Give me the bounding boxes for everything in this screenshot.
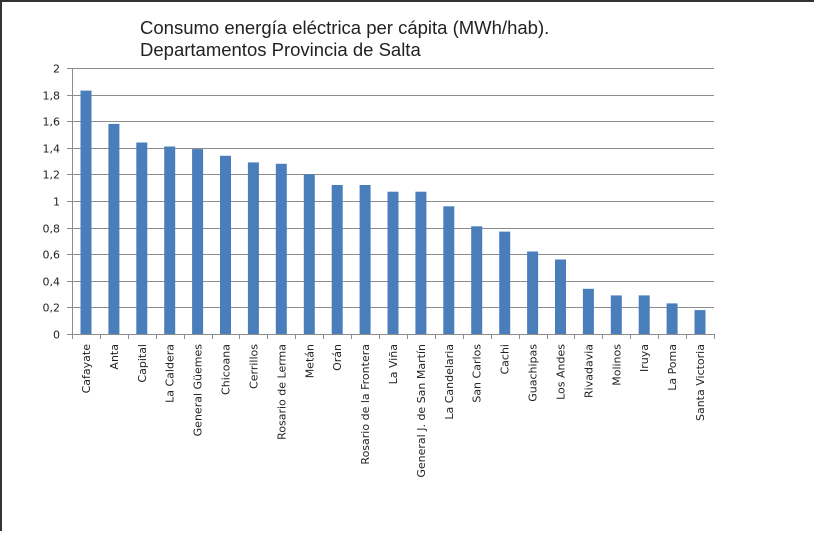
y-tick-label: 1,4 xyxy=(43,143,61,156)
x-category-label: Rivadavia xyxy=(582,344,595,398)
bar xyxy=(164,146,176,334)
x-category-label: Capital xyxy=(136,344,149,383)
bar xyxy=(666,303,678,334)
chart-title: Consumo energía eléctrica per cápita (MW… xyxy=(140,17,549,61)
x-category-label: General Güemes xyxy=(192,344,205,437)
bar xyxy=(247,162,259,334)
bar xyxy=(303,174,315,334)
x-category-label: Cafayate xyxy=(80,344,93,394)
bar xyxy=(275,163,287,334)
y-tick-label: 0,6 xyxy=(43,249,61,262)
gridlines xyxy=(72,68,714,308)
x-category-label: La Poma xyxy=(666,344,679,391)
x-category-label: Orán xyxy=(331,344,344,371)
y-tick-label: 0,4 xyxy=(43,276,61,289)
bars xyxy=(80,90,706,335)
y-tick-label: 1,6 xyxy=(43,116,61,129)
bar xyxy=(471,226,483,334)
x-category-label: Guachipas xyxy=(527,344,540,402)
bar xyxy=(331,185,343,334)
bar xyxy=(638,295,650,334)
bar xyxy=(220,155,231,334)
bar xyxy=(192,149,204,334)
y-tick-label: 1 xyxy=(53,196,60,209)
bar xyxy=(610,295,622,334)
y-tick-label: 1,8 xyxy=(43,90,61,103)
x-category-label: Iruya xyxy=(638,344,651,372)
chart-title-line-1: Consumo energía eléctrica per cápita (MW… xyxy=(140,17,550,38)
bar xyxy=(80,90,92,334)
axes xyxy=(67,68,715,339)
bar xyxy=(108,123,120,335)
y-tick-labels: 0 0,2 0,4 0,6 0,8 1 1,2 1,4 1,6 1,8 2 xyxy=(43,63,61,342)
bar xyxy=(443,206,455,334)
x-category-label: Rosario de Lerma xyxy=(275,344,288,440)
bar xyxy=(359,185,371,334)
x-category-labels: Cafayate Anta Capital La Caldera General Güe… xyxy=(80,344,707,478)
y-tick-label: 0,8 xyxy=(43,223,61,236)
chart-title-line-2: Departamentos Provincia de Salta xyxy=(140,39,421,60)
bar xyxy=(555,259,566,334)
bar xyxy=(694,310,706,334)
x-category-label: San Carlos xyxy=(471,344,484,403)
x-category-label: La Caldera xyxy=(164,344,177,403)
y-tick-label: 1,2 xyxy=(43,169,61,182)
x-category-label: Anta xyxy=(108,344,121,370)
bar xyxy=(527,251,539,334)
x-category-label: Los Andes xyxy=(554,344,567,400)
x-category-label: Santa Victoria xyxy=(694,344,707,421)
bar xyxy=(499,231,511,334)
y-tick-label: 0 xyxy=(53,329,60,342)
bar xyxy=(582,288,594,334)
bar xyxy=(387,191,399,334)
x-category-label: La Viña xyxy=(387,344,400,384)
x-category-label: General J. de San Martín xyxy=(415,344,428,478)
y-tick-label: 2 xyxy=(53,63,60,76)
y-tick-label: 0,2 xyxy=(43,302,61,315)
x-category-label: Cerrillos xyxy=(247,344,260,389)
x-category-label: Chicoana xyxy=(220,344,233,395)
bar xyxy=(415,191,427,334)
bar xyxy=(136,142,148,334)
x-category-label: Rosario de la Frontera xyxy=(359,344,372,465)
x-category-label: Molinos xyxy=(610,344,623,386)
x-category-label: Cachi xyxy=(499,344,512,375)
x-category-label: Metán xyxy=(303,344,316,378)
x-category-label: La Candelaria xyxy=(443,344,456,420)
